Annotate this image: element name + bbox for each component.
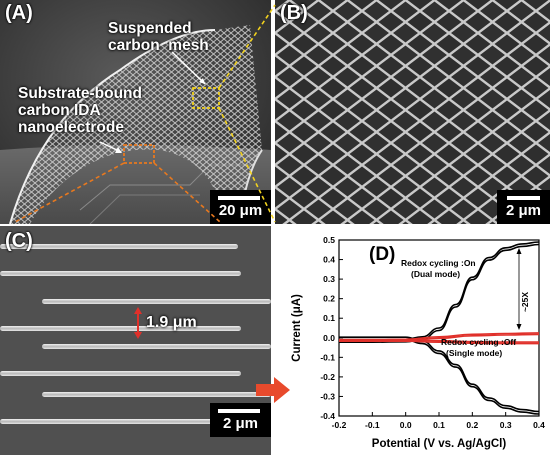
chart-x-tick-label: -0.2: [332, 420, 347, 430]
chart-y-tick-label: -0.2: [320, 372, 335, 382]
chart-series-line-3-scan2: [339, 340, 540, 345]
chart-y-axis-label: Current (μA): [291, 294, 303, 362]
panel-a-annotation-substrate: Substrate-bound carbon IDA nanoelectrode: [18, 85, 142, 136]
chart-x-tick-label: 0.4: [533, 420, 545, 430]
panel-a-orange-inset-box: [123, 144, 155, 164]
panel-a: (A) Suspended carbon mesh Substrate-boun…: [0, 0, 271, 224]
chart-y-tick-label: 0.5: [323, 235, 335, 245]
chart-x-tick-label: 0.3: [500, 420, 512, 430]
panel-c-label: (C): [5, 230, 33, 252]
chart-annotation-on-1: Redox cycling :On: [401, 258, 476, 268]
panel-a-yellow-inset-box: [192, 87, 220, 109]
chart-x-tick-label: 0.1: [433, 420, 445, 430]
panel-c-scale-bar: 2 μm: [210, 403, 271, 437]
panel-a-annotation-suspended: Suspended carbon mesh: [108, 20, 209, 54]
chart-y-tick-label: 0.1: [323, 313, 335, 323]
chart-y-tick-label: 0.2: [323, 294, 335, 304]
chart-ratio-arrowhead-top: [516, 248, 522, 254]
panel-d-cv-chart: -0.2 -0.1 0.0 0.1 0.2 0.3 0.4 -0.4 -0.3 -0.2 -0.1 0…: [291, 235, 545, 450]
chart-panel-label: (D): [369, 244, 395, 265]
chart-annotation-off-1: Redox cycling :Off: [441, 337, 516, 347]
chart-y-tick-label: -0.3: [320, 391, 335, 401]
panel-c-gap-label: 1.9 μm: [146, 314, 197, 331]
panel-c: (C) 1.9 μm 2 μm: [0, 226, 271, 455]
panel-b-mesh-image: [275, 0, 550, 224]
chart-y-tick-label: 0.0: [323, 333, 335, 343]
chart-y-tick-label: -0.1: [320, 352, 335, 362]
chart-y-tick-label: 0.4: [323, 255, 335, 265]
chart-x-tick-label: 0.0: [400, 420, 412, 430]
chart-annotation-off-2: (Single mode): [446, 348, 502, 358]
chart-ratio-arrowhead-bottom: [516, 324, 522, 330]
panel-d: -0.2 -0.1 0.0 0.1 0.2 0.3 0.4 -0.4 -0.3 -0.2 -0.1 0…: [275, 226, 550, 455]
chart-x-tick-label: -0.1: [365, 420, 380, 430]
chart-x-tick-label: 0.2: [466, 420, 478, 430]
chart-x-axis-label: Potential (V vs. Ag/AgCl): [372, 438, 507, 450]
chart-annotation-on-2: (Dual mode): [411, 269, 460, 279]
panel-a-scale-bar: 20 μm: [210, 190, 271, 224]
panel-a-label: (A): [5, 2, 33, 24]
chart-y-tick-label: -0.4: [320, 411, 335, 421]
panel-b: (B) 2 μm: [275, 0, 550, 224]
chart-y-tick-label: 0.3: [323, 274, 335, 284]
chart-annotation-ratio: ~25X: [520, 292, 530, 312]
chart-series-line-3: [339, 338, 540, 343]
panel-b-label: (B): [280, 2, 308, 24]
chart-series-line-1-scan2: [339, 336, 540, 413]
panel-b-scale-bar: 2 μm: [497, 190, 550, 224]
panel-c-to-d-arrow: [256, 377, 290, 403]
